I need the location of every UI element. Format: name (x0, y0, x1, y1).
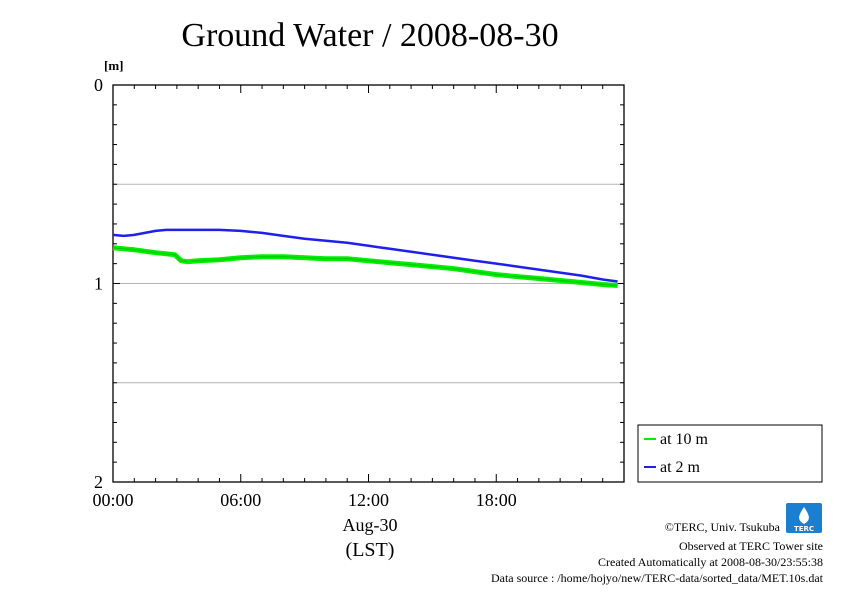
series-lines (112, 228, 618, 288)
x-tick-labels: 00:00 06:00 12:00 18:00 (92, 490, 516, 510)
terc-logo: TERC (786, 503, 822, 533)
x-tick-label: 18:00 (476, 490, 517, 510)
logo-text: TERC (794, 525, 814, 533)
series-line-at10m (112, 247, 618, 287)
footer-created: Created Automatically at 2008-08-30/23:5… (598, 555, 823, 569)
y-tick-labels: 0 1 2 (94, 75, 103, 492)
x-tick-label: 12:00 (348, 490, 389, 510)
legend: at 10 m at 2 m (637, 424, 823, 483)
y-tick-label: 1 (94, 274, 103, 294)
water-drop-icon (799, 507, 809, 524)
x-tick-label: 06:00 (220, 490, 261, 510)
footer-source: Data source : /home/hojyo/new/TERC-data/… (491, 571, 824, 585)
series-line-at2m (112, 228, 618, 283)
gridlines (113, 183, 624, 384)
x-tick-label: 00:00 (92, 490, 133, 510)
y-tick-label: 2 (94, 472, 103, 492)
legend-box (637, 424, 823, 483)
series-line-at10m-halo (112, 245, 618, 288)
footer-observed: Observed at TERC Tower site (679, 539, 823, 553)
x-timezone-label: (LST) (346, 539, 395, 561)
axis-ticks (112, 84, 625, 483)
footer-copyright: ©TERC, Univ. Tsukuba (665, 520, 781, 534)
x-date-label: Aug-30 (343, 515, 398, 535)
chart-title: Ground Water / 2008-08-30 (181, 17, 558, 54)
y-unit-label: [m] (104, 58, 124, 73)
y-tick-label: 0 (94, 75, 103, 95)
legend-label-at-10m: at 10 m (660, 431, 709, 448)
legend-label-at-2m: at 2 m (660, 459, 701, 476)
